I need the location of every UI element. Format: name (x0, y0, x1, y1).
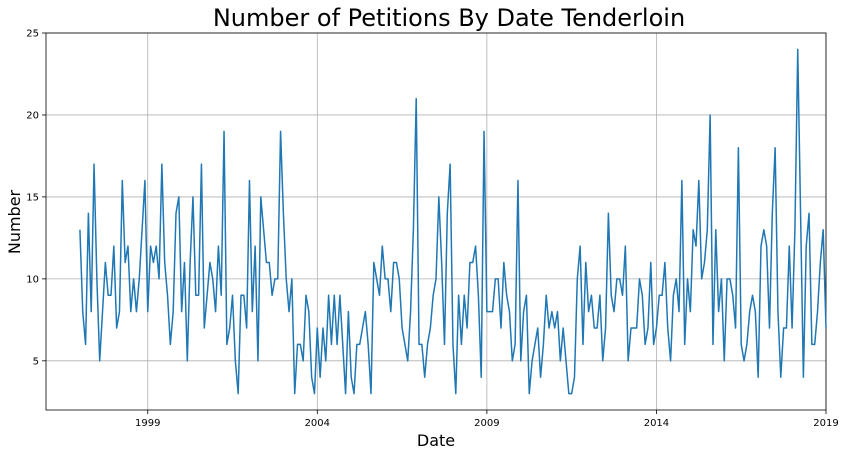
chart-title: Number of Petitions By Date Tenderloin (213, 4, 685, 32)
y-tick-label: 20 (26, 110, 39, 121)
x-tick-label: 2014 (644, 418, 669, 429)
x-tick-label: 2019 (813, 418, 838, 429)
y-tick-label: 25 (26, 29, 39, 40)
y-tick-label: 10 (26, 274, 39, 285)
axis-ticks (42, 32, 827, 414)
x-tick-label: 2004 (305, 418, 330, 429)
tick-labels: 1999 2004 2009 2014 2019 5 10 15 20 25 (26, 29, 838, 430)
x-tick-label: 2009 (474, 418, 499, 429)
y-tick-label: 15 (26, 192, 39, 203)
y-axis-label: Number (5, 189, 24, 254)
petitions-series-line (79, 48, 827, 395)
x-axis-label: Date (417, 431, 455, 450)
y-tick-label: 5 (33, 356, 39, 367)
x-tick-label: 1999 (135, 418, 160, 429)
plot-area-frame (45, 32, 827, 411)
series-layer (79, 48, 827, 395)
